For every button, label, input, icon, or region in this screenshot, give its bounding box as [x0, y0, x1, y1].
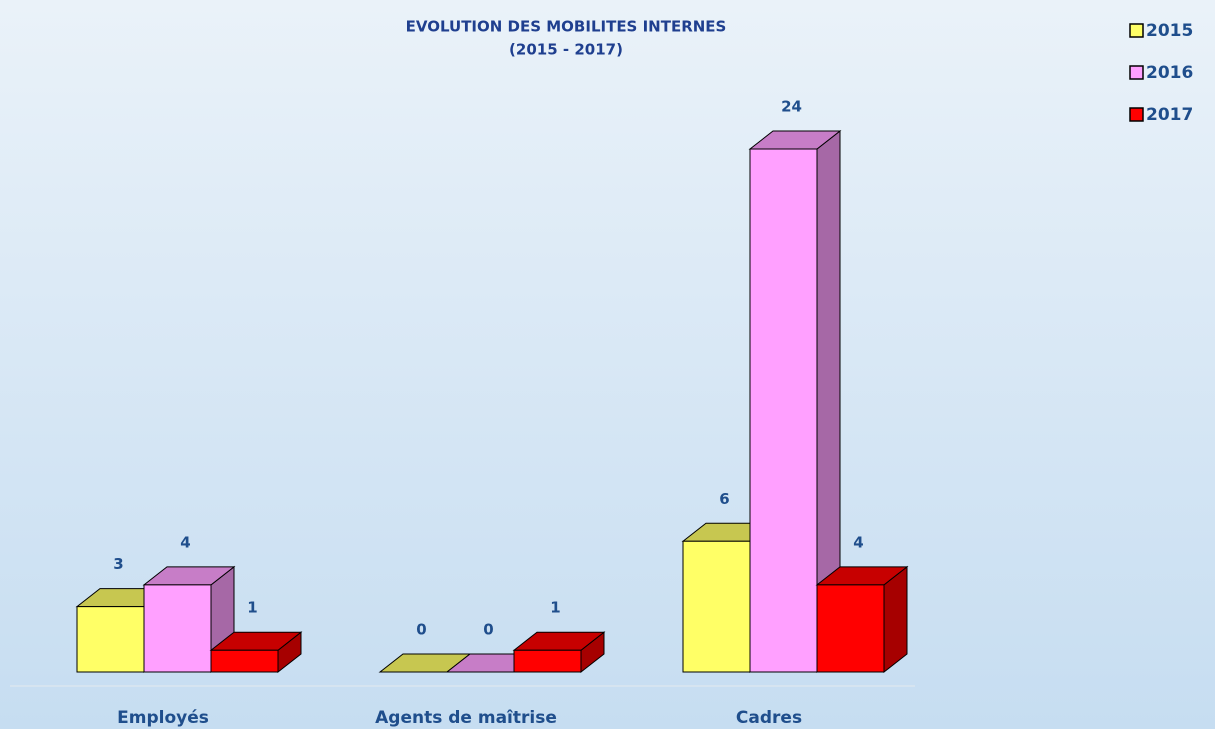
bar-front [749, 148, 818, 673]
value-label: 24 [781, 98, 802, 116]
legend-swatch [1129, 23, 1144, 38]
value-label: 1 [550, 599, 560, 617]
value-label: 4 [180, 533, 190, 551]
bar [512, 631, 606, 674]
legend-label: 2017 [1146, 105, 1193, 125]
value-label: 0 [416, 621, 426, 639]
bar [815, 565, 909, 674]
bar-front [210, 649, 279, 673]
value-label: 0 [483, 621, 493, 639]
value-label: 4 [853, 533, 863, 551]
legend-label: 2015 [1146, 21, 1193, 41]
x-tick-label: Employés [117, 708, 209, 728]
x-tick-label: Cadres [736, 708, 802, 728]
bar-front [143, 584, 212, 673]
bar-front [816, 584, 885, 673]
value-label: 6 [719, 490, 729, 508]
value-label: 1 [247, 599, 257, 617]
x-tick-label: Agents de maîtrise [375, 708, 557, 728]
legend-label: 2016 [1146, 63, 1193, 83]
bar [748, 129, 842, 674]
chart-title: EVOLUTION DES MOBILITES INTERNES [406, 18, 727, 36]
bar-front [513, 649, 582, 673]
bar [209, 631, 303, 674]
legend-swatch [1129, 107, 1144, 122]
value-label: 3 [113, 555, 123, 573]
bar-front [76, 606, 145, 673]
legend-swatch [1129, 65, 1144, 80]
chart-subtitle: (2015 - 2017) [509, 41, 623, 59]
bar-front [682, 540, 751, 673]
